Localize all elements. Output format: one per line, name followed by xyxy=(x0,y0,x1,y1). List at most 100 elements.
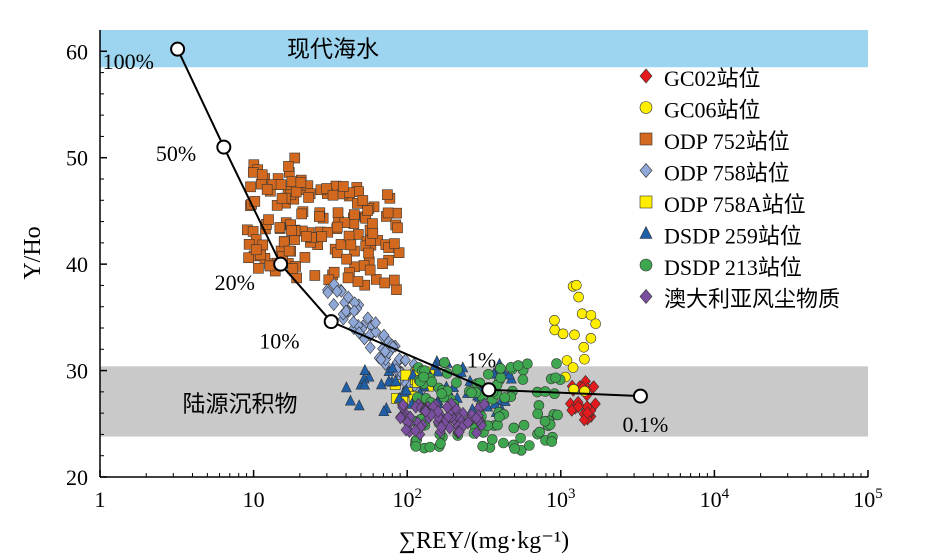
point-square xyxy=(362,205,373,216)
point-triangle xyxy=(359,378,371,390)
legend-marker-square xyxy=(639,132,653,146)
point-circle xyxy=(549,388,560,400)
point-diamond xyxy=(462,416,474,430)
point-square xyxy=(357,195,369,206)
mixing-node xyxy=(170,41,186,57)
mixing-node xyxy=(273,256,289,272)
legend-label: ODP 752站位 xyxy=(664,129,790,154)
mixing-line xyxy=(176,48,641,398)
point-diamond xyxy=(331,284,343,298)
mixing-label: 20% xyxy=(215,270,255,295)
point-circle xyxy=(552,409,563,421)
point-triangle xyxy=(359,364,371,375)
point-square xyxy=(316,231,328,242)
point-square xyxy=(261,184,273,195)
mixing-label: 10% xyxy=(259,329,299,354)
point-triangle xyxy=(344,394,356,406)
point-square xyxy=(348,209,360,220)
point-circle xyxy=(557,328,569,340)
y-tick-label: 40 xyxy=(66,252,88,277)
point-circle xyxy=(571,279,582,291)
point-diamond xyxy=(582,406,593,420)
point-circle xyxy=(549,315,560,326)
point-diamond xyxy=(444,421,456,435)
mixing-node xyxy=(481,382,497,398)
point-square xyxy=(345,239,357,251)
point-diamond xyxy=(478,397,490,411)
point-diamond xyxy=(572,400,584,414)
mixing-label: 50% xyxy=(156,141,196,166)
point-square xyxy=(256,169,268,181)
point-circle xyxy=(494,411,505,423)
legend-label: 澳大利亚风尘物质 xyxy=(664,287,840,312)
point-square xyxy=(328,266,340,278)
mixing-node xyxy=(216,139,232,155)
point-diamond xyxy=(470,411,482,425)
point-square xyxy=(363,247,374,259)
tick-labels: 20 30 40 50 60 1 10 102 103 104 105 xyxy=(66,39,883,512)
point-square xyxy=(243,239,255,250)
point-square xyxy=(263,214,274,225)
mixing-label: 1% xyxy=(467,348,496,373)
point-circle xyxy=(508,422,520,434)
band-label: 现代海水 xyxy=(287,37,379,63)
point-diamond xyxy=(441,400,453,414)
x-tick-label: 10 xyxy=(243,487,265,512)
point-diamond xyxy=(370,325,382,339)
point-circle xyxy=(579,353,590,365)
point-circle xyxy=(517,374,529,385)
point-square xyxy=(243,252,254,263)
point-circle xyxy=(436,388,447,399)
legend-label: ODP 758站位 xyxy=(664,161,790,186)
point-triangle xyxy=(390,375,402,387)
point-circle xyxy=(585,309,597,321)
point-diamond xyxy=(364,341,376,355)
point-circle xyxy=(518,419,530,431)
point-circle xyxy=(573,291,584,303)
point-circle xyxy=(426,376,438,388)
point-square xyxy=(295,176,307,188)
x-tick-label: 103 xyxy=(546,486,576,512)
mixing-node xyxy=(323,314,339,330)
x-tick-label: 102 xyxy=(392,486,422,512)
point-square xyxy=(341,253,352,265)
point-square xyxy=(286,225,297,236)
point-circle xyxy=(532,408,544,420)
point-triangle xyxy=(400,383,412,395)
point-diamond xyxy=(322,286,334,300)
point-circle xyxy=(515,432,526,444)
point-circle xyxy=(550,372,561,384)
y-axis-title: Y/Ho xyxy=(20,226,46,279)
point-diamond xyxy=(395,411,406,425)
point-diamond xyxy=(379,345,391,358)
x-tick-label: 104 xyxy=(700,486,730,512)
point-square xyxy=(382,189,393,200)
point-diamond xyxy=(342,290,354,304)
point-circle xyxy=(524,440,535,451)
mixing-curve: 100% 50% 20% 10% 1% 0.1% xyxy=(103,41,668,437)
point-square xyxy=(286,176,298,187)
legend-label: GC02站位 xyxy=(664,66,761,91)
point-circle xyxy=(567,362,579,373)
point-circle xyxy=(551,358,562,369)
point-square xyxy=(379,277,391,289)
point-diamond xyxy=(362,311,374,325)
x-tick-label: 105 xyxy=(853,486,883,512)
point-circle xyxy=(495,363,506,374)
point-diamond xyxy=(409,424,421,437)
point-square xyxy=(309,270,321,281)
point-square xyxy=(331,221,343,233)
point-diamond xyxy=(420,404,432,418)
legend-marker-square xyxy=(639,195,653,209)
point-square xyxy=(352,276,364,287)
point-square xyxy=(367,227,379,239)
point-circle xyxy=(451,377,462,389)
point-circle xyxy=(561,355,573,366)
point-circle xyxy=(578,341,590,353)
point-circle xyxy=(569,329,580,341)
point-square xyxy=(367,218,378,229)
x-tick-label: 1 xyxy=(95,487,106,512)
y-tick-label: 30 xyxy=(66,359,88,384)
